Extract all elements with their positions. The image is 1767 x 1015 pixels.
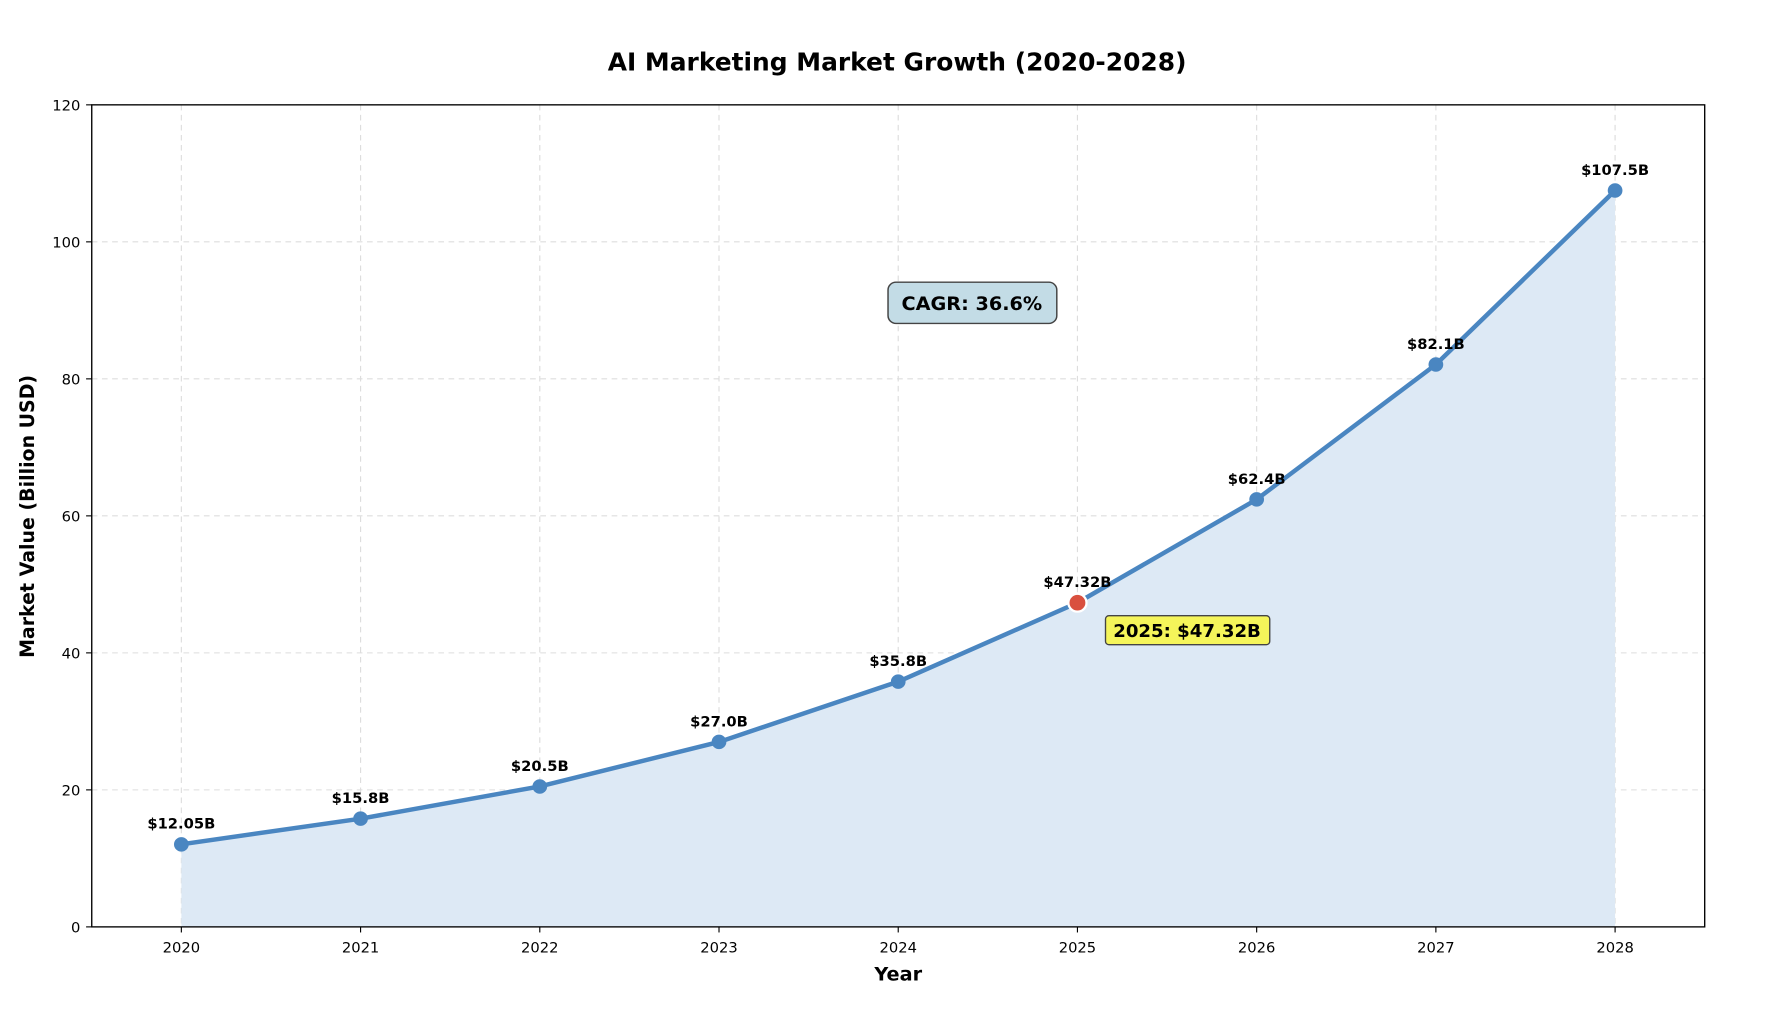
- x-tick-label: 2025: [1059, 940, 1096, 957]
- cagr-text: CAGR: 36.6%: [901, 292, 1042, 315]
- y-tick-label: 0: [71, 920, 80, 937]
- data-point: [1428, 357, 1444, 372]
- data-label: $35.8B: [869, 653, 927, 670]
- data-label: $82.1B: [1407, 336, 1465, 353]
- cagr-annotation: CAGR: 36.6%: [887, 281, 1058, 325]
- data-point: [1607, 183, 1623, 198]
- x-axis-label: Year: [873, 963, 922, 986]
- x-tick-label: 2026: [1238, 940, 1275, 957]
- data-label: $62.4B: [1228, 471, 1286, 488]
- x-tick-label: 2027: [1417, 940, 1454, 957]
- y-tick-label: 100: [52, 235, 80, 252]
- data-label: $47.32B: [1043, 574, 1111, 591]
- y-tick-label: 120: [52, 98, 80, 115]
- y-tick-label: 80: [62, 372, 81, 389]
- y-tick-label: 20: [62, 783, 81, 800]
- data-label: $107.5B: [1581, 162, 1649, 179]
- data-point: [532, 779, 548, 794]
- data-label: $12.05B: [147, 816, 215, 833]
- y-tick-label: 60: [62, 509, 81, 526]
- data-point: [173, 837, 189, 852]
- data-label: $27.0B: [690, 713, 748, 730]
- x-tick-label: 2024: [879, 940, 916, 957]
- data-point: [1249, 492, 1265, 507]
- x-tick-label: 2023: [700, 940, 737, 957]
- data-label: $20.5B: [511, 758, 569, 775]
- data-point: [890, 674, 906, 689]
- highlight-text: 2025: $47.32B: [1113, 621, 1261, 642]
- x-tick-label: 2022: [521, 940, 558, 957]
- data-label: $15.8B: [332, 790, 390, 807]
- chart-title: AI Marketing Market Growth (2020-2028): [608, 47, 1187, 76]
- y-axis-label: Market Value (Billion USD): [16, 375, 39, 658]
- area-fill: [181, 190, 1616, 927]
- y-tick-label: 40: [62, 646, 81, 663]
- x-tick-label: 2028: [1596, 940, 1633, 957]
- x-tick-label: 2021: [342, 940, 379, 957]
- data-point: [711, 734, 727, 750]
- highlight-annotation: 2025: $47.32B: [1104, 615, 1271, 646]
- data-point: [353, 811, 368, 826]
- highlight-point: [1067, 592, 1088, 613]
- x-tick-label: 2020: [163, 940, 200, 957]
